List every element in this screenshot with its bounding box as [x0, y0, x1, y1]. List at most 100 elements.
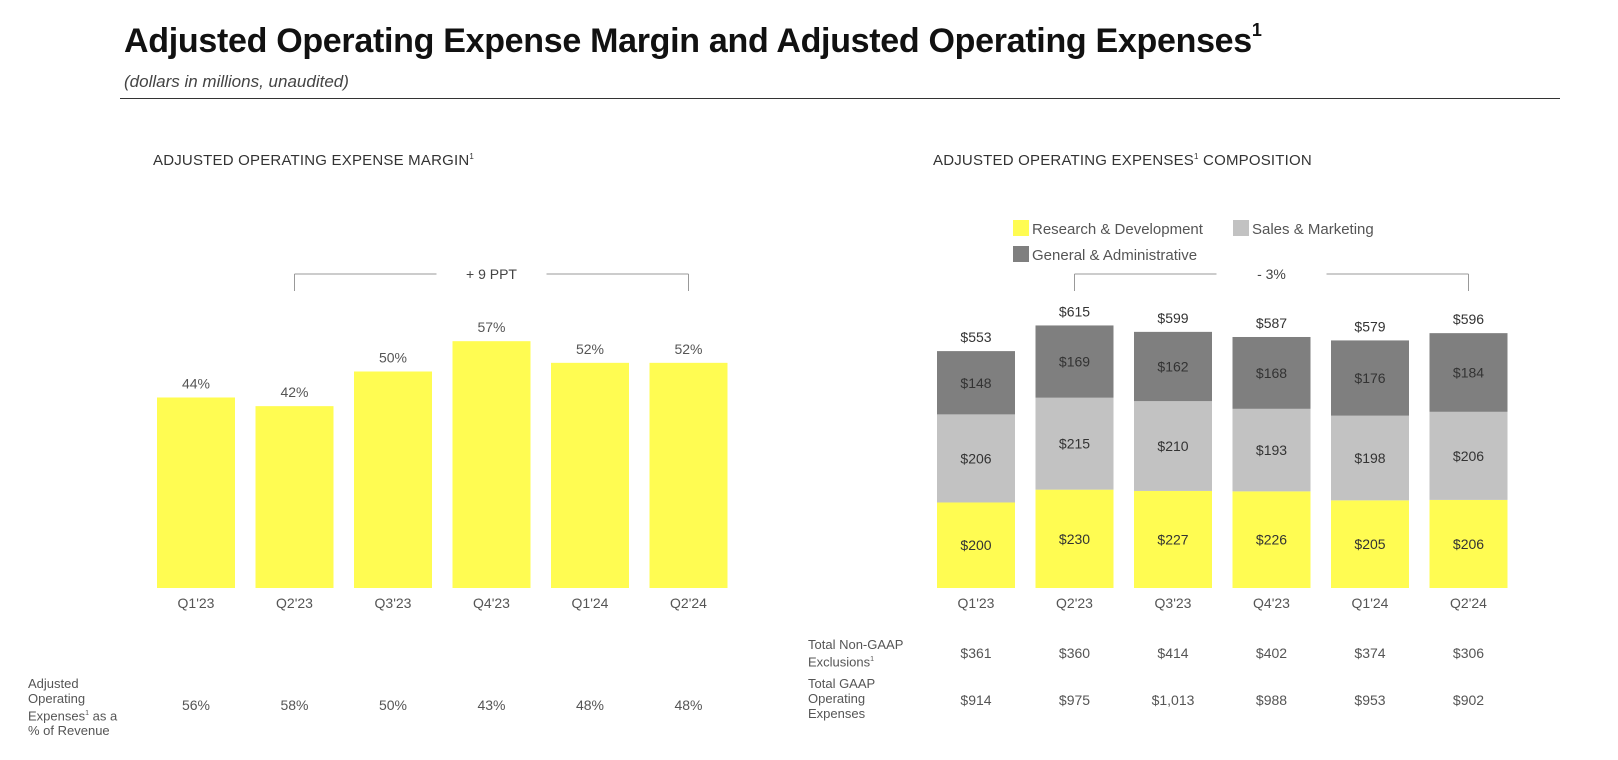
composition-bar-2-4	[1331, 340, 1409, 416]
composition-bar-0-0	[937, 502, 1015, 588]
composition-bar-1-0	[937, 414, 1015, 503]
margin-bar-label-0: 44%	[182, 375, 210, 391]
composition-total-label-1: $615	[1059, 303, 1090, 319]
margin-bar-4	[551, 362, 629, 588]
composition-segment-label-1-3: $193	[1256, 442, 1287, 458]
composition-segment-label-0-2: $227	[1157, 531, 1188, 547]
composition-table-value-1-1: $975	[1059, 692, 1090, 708]
margin-bar-label-1: 42%	[280, 384, 308, 400]
margin-x-tick-1: Q2'23	[276, 595, 313, 611]
composition-table-value-1-5: $902	[1453, 692, 1484, 708]
composition-segment-label-0-1: $230	[1059, 531, 1090, 547]
margin-bar-5	[649, 362, 728, 588]
margin-x-tick-5: Q2'24	[670, 595, 707, 611]
composition-segment-label-0-0: $200	[960, 537, 991, 553]
composition-segment-label-0-4: $205	[1354, 536, 1385, 552]
composition-table-value-1-0: $914	[960, 692, 991, 708]
composition-x-tick-1: Q2'23	[1056, 595, 1093, 611]
composition-table-value-0-4: $374	[1354, 645, 1385, 661]
composition-total-label-5: $596	[1453, 311, 1484, 327]
composition-segment-label-1-4: $198	[1354, 450, 1385, 466]
margin-bar-1	[255, 406, 334, 588]
title-footnote: 1	[1251, 19, 1262, 40]
page-subtitle: (dollars in millions, unaudited)	[124, 72, 349, 91]
composition-bar-1-3	[1232, 408, 1311, 492]
margin-x-tick-4: Q1'24	[572, 595, 609, 611]
non-gaap-row-label: Total Non-GAAP Exclusions1	[808, 637, 904, 670]
composition-table-value-1-2: $1,013	[1152, 692, 1195, 708]
legend-swatch-0	[1013, 220, 1029, 236]
margin-chart-title: ADJUSTED OPERATING EXPENSE MARGIN1	[153, 152, 475, 169]
composition-chart-title: ADJUSTED OPERATING EXPENSES1 COMPOSITION	[933, 152, 1312, 169]
composition-table-value-0-1: $360	[1059, 645, 1090, 661]
page-title: Adjusted Operating Expense Margin and Ad…	[124, 19, 1262, 60]
margin-bar-3	[452, 341, 531, 588]
margin-table-value-2: 50%	[379, 697, 407, 713]
composition-segment-label-2-3: $168	[1256, 365, 1287, 381]
margin-x-tick-3: Q4'23	[473, 595, 510, 611]
composition-segment-label-2-4: $176	[1354, 370, 1385, 386]
composition-total-label-2: $599	[1157, 310, 1188, 326]
margin-table-value-1: 58%	[280, 697, 308, 713]
composition-bar-2-0	[937, 351, 1015, 415]
composition-segment-label-2-2: $162	[1157, 359, 1188, 375]
composition-segment-label-2-0: $148	[960, 375, 991, 391]
composition-segment-label-0-5: $206	[1453, 536, 1484, 552]
composition-bar-0-3	[1232, 491, 1311, 588]
composition-x-tick-3: Q4'23	[1253, 595, 1290, 611]
composition-bar-0-4	[1331, 500, 1409, 588]
composition-table-value-1-3: $988	[1256, 692, 1287, 708]
margin-bar-0	[157, 397, 235, 588]
composition-x-tick-0: Q1'23	[958, 595, 995, 611]
margin-bar-label-4: 52%	[576, 341, 604, 357]
composition-bar-1-4	[1331, 415, 1409, 501]
composition-change-bracket-label: - 3%	[1257, 266, 1286, 282]
composition-bar-2-2	[1134, 331, 1212, 402]
composition-table-value-1-4: $953	[1354, 692, 1385, 708]
legend-label-1: Sales & Marketing	[1252, 221, 1374, 238]
composition-total-label-3: $587	[1256, 315, 1287, 331]
margin-bar-label-3: 57%	[477, 319, 505, 335]
legend-label-2: General & Administrative	[1032, 247, 1197, 264]
title-divider	[120, 98, 1560, 99]
composition-segment-label-2-1: $169	[1059, 354, 1090, 370]
margin-bar-label-5: 52%	[674, 341, 702, 357]
composition-table-value-0-0: $361	[960, 645, 991, 661]
composition-table-value-0-3: $402	[1256, 645, 1287, 661]
composition-segment-label-2-5: $184	[1453, 364, 1484, 380]
composition-segment-label-1-2: $210	[1157, 438, 1188, 454]
composition-bar-1-1	[1035, 397, 1114, 490]
composition-segment-label-1-0: $206	[960, 450, 991, 466]
composition-x-tick-5: Q2'24	[1450, 595, 1487, 611]
composition-segment-label-0-3: $226	[1256, 532, 1287, 548]
composition-table-value-0-2: $414	[1157, 645, 1188, 661]
composition-segment-label-1-5: $206	[1453, 448, 1484, 464]
composition-bar-1-5	[1429, 411, 1508, 500]
margin-table-value-0: 56%	[182, 697, 210, 713]
margin-table-value-3: 43%	[477, 697, 505, 713]
composition-bar-0-2	[1134, 490, 1212, 588]
composition-x-tick-2: Q3'23	[1155, 595, 1192, 611]
composition-bar-2-1	[1035, 325, 1114, 398]
margin-table-value-4: 48%	[576, 697, 604, 713]
margin-x-tick-0: Q1'23	[178, 595, 215, 611]
composition-total-label-4: $579	[1354, 318, 1385, 334]
legend-swatch-2	[1013, 246, 1029, 262]
margin-bar-label-2: 50%	[379, 350, 407, 366]
composition-bar-1-2	[1134, 401, 1212, 491]
margin-x-tick-2: Q3'23	[375, 595, 412, 611]
composition-table-value-0-5: $306	[1453, 645, 1484, 661]
gaap-row-label: Total GAAP Operating Expenses	[808, 676, 876, 721]
composition-total-label-0: $553	[960, 329, 991, 345]
composition-bar-2-5	[1429, 333, 1508, 412]
margin-table-row-label: Adjusted Operating Expenses1 as a % of R…	[28, 676, 118, 739]
composition-segment-label-1-1: $215	[1059, 436, 1090, 452]
composition-bar-0-5	[1429, 499, 1508, 588]
margin-bar-2	[354, 371, 432, 588]
composition-x-tick-4: Q1'24	[1352, 595, 1389, 611]
composition-bar-0-1	[1035, 489, 1114, 588]
legend-label-0: Research & Development	[1032, 221, 1204, 238]
margin-table-value-5: 48%	[674, 697, 702, 713]
legend-swatch-1	[1233, 220, 1249, 236]
